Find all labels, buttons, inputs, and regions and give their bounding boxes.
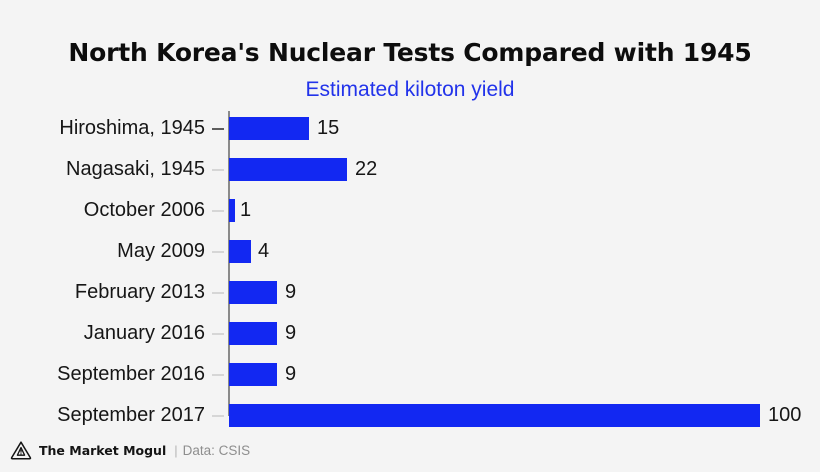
bar: [229, 199, 235, 222]
y-axis-label: September 2016: [57, 363, 205, 385]
bar-row: Hiroshima, 1945 15: [0, 108, 820, 149]
data-source-label: Data: CSIS: [182, 442, 251, 458]
bar-value-label: 15: [317, 117, 340, 139]
bar-container: [229, 281, 277, 304]
bar-container: [229, 363, 277, 386]
y-axis-label: May 2009: [117, 240, 205, 262]
y-axis-tick: [212, 210, 224, 212]
bar-container: [229, 322, 277, 345]
plot-area: Hiroshima, 1945 15 Nagasaki, 1945 22 Oct…: [0, 108, 820, 427]
bar-container: [229, 240, 251, 263]
bar-value-label: 9: [285, 322, 297, 344]
bar: [229, 322, 277, 345]
chart-title: North Korea's Nuclear Tests Compared wit…: [68, 38, 752, 67]
y-axis-label: February 2013: [74, 281, 205, 303]
y-axis-tick: [212, 374, 224, 376]
bar-row: October 2006 1: [0, 190, 820, 231]
bar: [229, 240, 251, 263]
y-axis-label: October 2006: [83, 199, 205, 221]
y-axis-tick: [212, 128, 224, 130]
bar-row: September 2017 100: [0, 395, 820, 436]
bar-container: [229, 117, 309, 140]
chart-subtitle: Estimated kiloton yield: [305, 78, 515, 101]
y-axis-tick: [212, 333, 224, 335]
bar-row: September 2016 9: [0, 354, 820, 395]
bar-value-label: 1: [240, 199, 252, 221]
y-axis-tick: [212, 251, 224, 253]
bar: [229, 404, 760, 427]
bar-container: [229, 158, 347, 181]
y-axis-label: Nagasaki, 1945: [66, 158, 205, 180]
y-axis-tick: [212, 169, 224, 171]
bar-value-label: 9: [285, 363, 297, 385]
bar-row: Nagasaki, 1945 22: [0, 149, 820, 190]
chart-footer: The Market Mogul | Data: CSIS: [10, 438, 250, 462]
bar-row: January 2016 9: [0, 313, 820, 354]
bar-container: [229, 404, 760, 427]
bar-value-label: 22: [355, 158, 378, 180]
bar-row: May 2009 4: [0, 231, 820, 272]
brand-name: The Market Mogul: [39, 442, 167, 458]
footer-separator: |: [174, 442, 178, 458]
bar-value-label: 9: [285, 281, 297, 303]
mountain-triangle-icon: [10, 441, 32, 460]
bar: [229, 158, 347, 181]
y-axis-label: January 2016: [83, 322, 205, 344]
y-axis-line: [228, 111, 230, 416]
bar-value-label: 100: [768, 404, 802, 426]
y-axis-tick: [212, 292, 224, 294]
y-axis-label: Hiroshima, 1945: [59, 117, 205, 139]
bar: [229, 117, 309, 140]
y-axis-tick: [212, 415, 224, 417]
bar-container: [229, 199, 235, 222]
bar-row: February 2013 9: [0, 272, 820, 313]
bar: [229, 363, 277, 386]
bar-value-label: 4: [258, 240, 270, 262]
y-axis-label: September 2017: [57, 404, 205, 426]
bar: [229, 281, 277, 304]
